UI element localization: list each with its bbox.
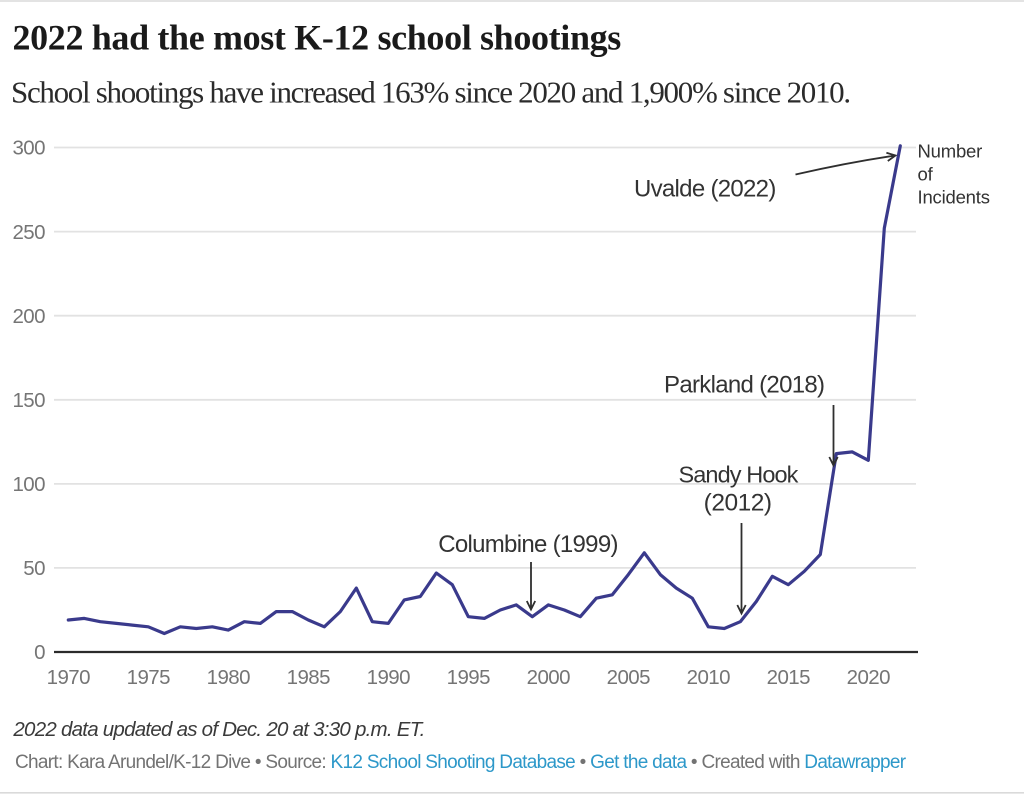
svg-text:200: 200 — [12, 305, 45, 328]
svg-text:Chart: Kara Arundel/K-12 Dive: Chart: Kara Arundel/K-12 Dive • Source: … — [15, 752, 907, 773]
svg-text:Incidents: Incidents — [918, 187, 990, 208]
svg-text:0: 0 — [34, 641, 45, 664]
svg-text:1975: 1975 — [127, 666, 171, 689]
svg-text:School shootings have increase: School shootings have increased 163% sin… — [11, 75, 850, 110]
svg-text:2020: 2020 — [847, 666, 891, 689]
svg-text:300: 300 — [12, 137, 45, 160]
svg-text:2022 data updated as of Dec. 2: 2022 data updated as of Dec. 20 at 3:30 … — [12, 718, 424, 741]
svg-text:Number: Number — [918, 141, 983, 162]
svg-text:Sandy Hook: Sandy Hook — [678, 462, 798, 488]
svg-text:2010: 2010 — [687, 666, 731, 689]
svg-text:1985: 1985 — [287, 666, 331, 689]
svg-text:2015: 2015 — [767, 666, 811, 689]
svg-text:100: 100 — [12, 473, 45, 496]
svg-text:1980: 1980 — [207, 666, 251, 689]
svg-text:250: 250 — [12, 221, 45, 244]
svg-text:Parkland (2018): Parkland (2018) — [664, 371, 824, 398]
svg-text:1995: 1995 — [447, 666, 491, 689]
svg-text:2005: 2005 — [607, 666, 651, 689]
svg-text:1970: 1970 — [47, 666, 91, 689]
svg-text:2022 had the most K-12 school: 2022 had the most K-12 school shootings — [13, 18, 622, 58]
svg-text:Uvalde (2022): Uvalde (2022) — [634, 176, 776, 203]
svg-text:Columbine (1999): Columbine (1999) — [438, 531, 618, 558]
svg-text:(2012): (2012) — [704, 490, 772, 517]
svg-text:150: 150 — [12, 389, 45, 412]
svg-text:50: 50 — [23, 557, 45, 580]
svg-text:2000: 2000 — [527, 666, 571, 689]
svg-text:of: of — [918, 163, 934, 184]
svg-text:1990: 1990 — [367, 666, 411, 689]
